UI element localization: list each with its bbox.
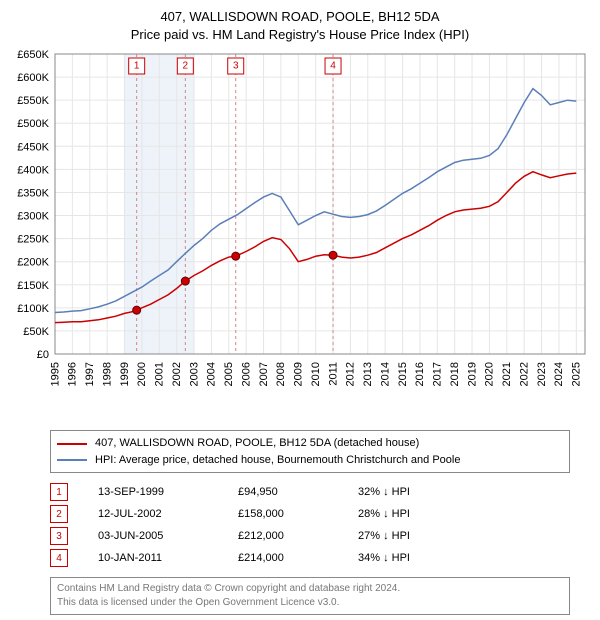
svg-text:£150K: £150K [17,280,49,292]
svg-text:2016: 2016 [414,362,426,386]
svg-text:£450K: £450K [17,142,49,154]
attribution-line1: Contains HM Land Registry data © Crown c… [57,582,563,596]
svg-text:2025: 2025 [571,362,583,386]
sale-price: £94,950 [238,486,358,498]
chart-title: 407, WALLISDOWN ROAD, POOLE, BH12 5DA Pr… [0,0,600,44]
svg-text:2010: 2010 [310,362,322,386]
svg-text:2011: 2011 [327,362,339,386]
svg-text:2014: 2014 [379,362,391,386]
svg-text:1995: 1995 [49,362,61,386]
svg-text:1997: 1997 [84,362,96,386]
svg-text:2008: 2008 [275,362,287,386]
svg-text:2020: 2020 [484,362,496,386]
sale-date: 12-JUL-2002 [98,508,238,520]
sale-marker-1: 1 [50,483,68,501]
svg-text:£200K: £200K [17,257,49,269]
chart-area: £0 £50K £100K £150K £200K £250K £300K £350K £400… [0,44,600,424]
svg-text:2009: 2009 [293,362,305,386]
svg-text:2000: 2000 [136,362,148,386]
sales-row: 3 03-JUN-2005 £212,000 27% ↓ HPI [50,525,570,547]
sale-pct: 34% ↓ HPI [358,552,458,564]
title-line1: 407, WALLISDOWN ROAD, POOLE, BH12 5DA [0,8,600,26]
sales-row: 1 13-SEP-1999 £94,950 32% ↓ HPI [50,481,570,503]
sale-price: £214,000 [238,552,358,564]
svg-text:2013: 2013 [362,362,374,386]
legend-item-property: 407, WALLISDOWN ROAD, POOLE, BH12 5DA (d… [57,435,563,452]
svg-text:1999: 1999 [119,362,131,386]
sale-price: £158,000 [238,508,358,520]
svg-text:3: 3 [233,61,239,72]
svg-text:2022: 2022 [518,362,530,386]
sale-pct: 32% ↓ HPI [358,486,458,498]
sale-price: £212,000 [238,530,358,542]
svg-text:2015: 2015 [397,362,409,386]
svg-text:2005: 2005 [223,362,235,386]
svg-text:£0: £0 [37,349,49,361]
svg-text:2007: 2007 [258,362,270,386]
svg-text:£250K: £250K [17,234,49,246]
legend-swatch-hpi [57,459,87,461]
sale-pct: 27% ↓ HPI [358,530,458,542]
svg-text:2012: 2012 [345,362,357,386]
sales-row: 2 12-JUL-2002 £158,000 28% ↓ HPI [50,503,570,525]
svg-text:2024: 2024 [553,362,565,386]
legend-item-hpi: HPI: Average price, detached house, Bour… [57,452,563,469]
svg-text:£550K: £550K [17,96,49,108]
sale-pct: 28% ↓ HPI [358,508,458,520]
svg-text:2021: 2021 [501,362,513,386]
svg-text:4: 4 [330,61,336,72]
svg-text:1: 1 [134,61,140,72]
legend-swatch-property [57,443,87,445]
svg-text:2018: 2018 [449,362,461,386]
svg-text:£300K: £300K [17,211,49,223]
svg-text:1998: 1998 [101,362,113,386]
sale-marker-4: 4 [50,549,68,567]
svg-text:2023: 2023 [536,362,548,386]
svg-text:£500K: £500K [17,119,49,131]
legend: 407, WALLISDOWN ROAD, POOLE, BH12 5DA (d… [50,430,570,473]
svg-text:2017: 2017 [432,362,444,386]
svg-text:2004: 2004 [206,362,218,386]
svg-text:£100K: £100K [17,303,49,315]
chart-svg: £0 £50K £100K £150K £200K £250K £300K £350K £400… [0,44,600,424]
sale-marker-3: 3 [50,527,68,545]
legend-label-hpi: HPI: Average price, detached house, Bour… [95,452,460,469]
sale-marker-2: 2 [50,505,68,523]
legend-label-property: 407, WALLISDOWN ROAD, POOLE, BH12 5DA (d… [95,435,419,452]
svg-text:2001: 2001 [154,362,166,386]
sale-date: 03-JUN-2005 [98,530,238,542]
attribution: Contains HM Land Registry data © Crown c… [50,577,570,615]
sales-table: 1 13-SEP-1999 £94,950 32% ↓ HPI 2 12-JUL… [50,481,570,569]
svg-text:£350K: £350K [17,188,49,200]
sales-row: 4 10-JAN-2011 £214,000 34% ↓ HPI [50,547,570,569]
svg-text:2019: 2019 [466,362,478,386]
sale-date: 13-SEP-1999 [98,486,238,498]
attribution-line2: This data is licensed under the Open Gov… [57,596,563,610]
title-line2: Price paid vs. HM Land Registry's House … [0,26,600,44]
svg-text:£400K: £400K [17,165,49,177]
svg-text:£600K: £600K [17,72,49,84]
svg-text:2003: 2003 [188,362,200,386]
svg-text:1996: 1996 [67,362,79,386]
svg-text:2002: 2002 [171,362,183,386]
svg-text:2: 2 [183,61,189,72]
sale-date: 10-JAN-2011 [98,552,238,564]
svg-text:2006: 2006 [240,362,252,386]
svg-text:£650K: £650K [17,49,49,61]
svg-text:£50K: £50K [23,326,49,338]
